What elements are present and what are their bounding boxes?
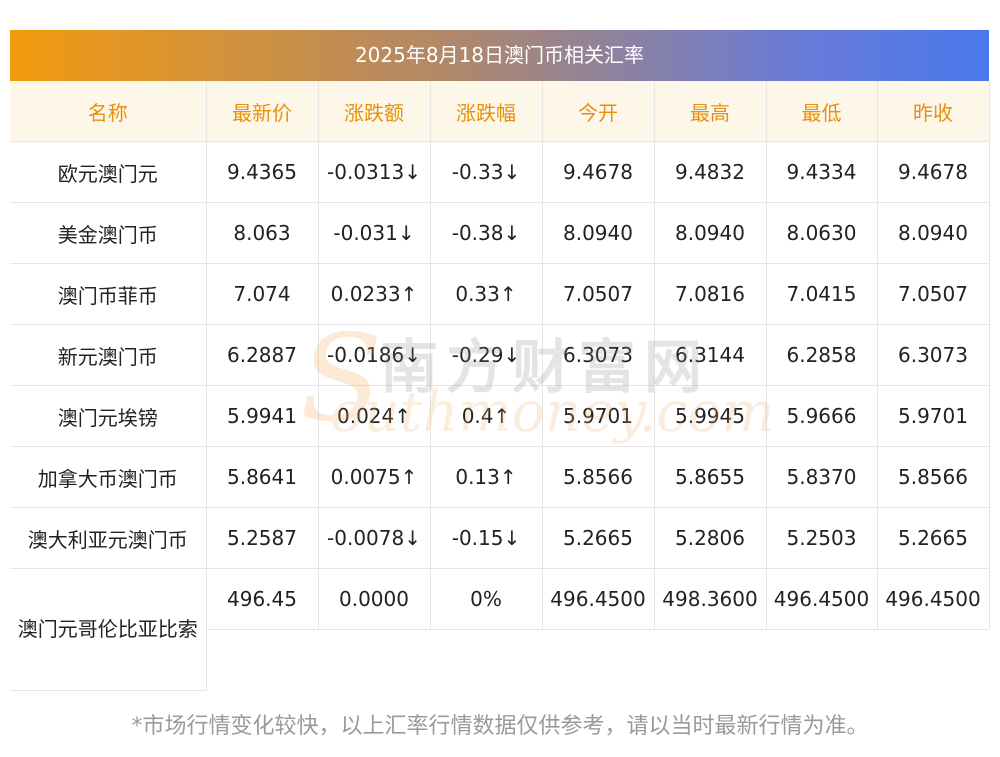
open-price: 5.9701 [542,385,655,447]
prev-close: 496.4500 [877,568,990,630]
latest-price: 5.2587 [206,507,319,569]
open-price: 5.8566 [542,446,655,508]
pair-name: 澳门元埃镑 [10,385,207,447]
high-price: 5.2806 [654,507,767,569]
change-percent: 0% [430,568,543,630]
high-price: 8.0940 [654,202,767,264]
low-price: 5.2503 [766,507,878,569]
pair-name: 欧元澳门元 [10,141,207,203]
pair-name: 澳门元哥伦比亚比索 [10,568,207,691]
table-row-overflow [10,629,989,690]
header-name: 名称 [10,81,207,142]
header-latest: 最新价 [206,81,319,142]
high-price: 5.9945 [654,385,767,447]
change-amount: -0.031↓ [318,202,431,264]
latest-price: 496.45 [206,568,319,630]
prev-close: 9.4678 [877,141,990,203]
change-amount: -0.0313↓ [318,141,431,203]
pair-name: 澳大利亚元澳门币 [10,507,207,569]
latest-price: 5.9941 [206,385,319,447]
open-price: 8.0940 [542,202,655,264]
low-price: 5.8370 [766,446,878,508]
change-amount: -0.0186↓ [318,324,431,386]
open-price: 496.4500 [542,568,655,630]
table-row: 澳大利亚元澳门币 5.2587 -0.0078↓ -0.15↓ 5.2665 5… [10,507,990,569]
change-percent: -0.29↓ [430,324,543,386]
high-price: 5.8655 [654,446,767,508]
table-row: 澳门币菲币 7.074 0.0233↑ 0.33↑ 7.0507 7.0816 … [10,263,990,325]
prev-close: 5.2665 [877,507,990,569]
header-low: 最低 [766,81,878,142]
high-price: 498.3600 [654,568,767,630]
table-title: 2025年8月18日澳门币相关汇率 [10,30,989,81]
change-percent: 0.13↑ [430,446,543,508]
open-price: 6.3073 [542,324,655,386]
low-price: 9.4334 [766,141,878,203]
disclaimer-text: *市场行情变化较快，以上汇率行情数据仅供参考，请以当时最新行情为准。 [131,714,869,739]
table-row: 加拿大币澳门币 5.8641 0.0075↑ 0.13↑ 5.8566 5.86… [10,446,990,508]
pair-name: 加拿大币澳门币 [10,446,207,508]
high-price: 7.0816 [654,263,767,325]
prev-close: 8.0940 [877,202,990,264]
change-amount: 0.0233↑ [318,263,431,325]
low-price: 7.0415 [766,263,878,325]
header-high: 最高 [654,81,767,142]
low-price: 8.0630 [766,202,878,264]
high-price: 6.3144 [654,324,767,386]
change-percent: -0.15↓ [430,507,543,569]
table-row: 新元澳门币 6.2887 -0.0186↓ -0.29↓ 6.3073 6.31… [10,324,990,386]
pair-name: 新元澳门币 [10,324,207,386]
prev-close: 6.3073 [877,324,990,386]
pair-name: 澳门币菲币 [10,263,207,325]
pair-name: 美金澳门币 [10,202,207,264]
prev-close: 5.9701 [877,385,990,447]
open-price: 5.2665 [542,507,655,569]
change-amount: 0.0000 [318,568,431,630]
table-row: 澳门元埃镑 5.9941 0.024↑ 0.4↑ 5.9701 5.9945 5… [10,385,990,447]
change-percent: -0.38↓ [430,202,543,264]
rates-table: 名称 最新价 涨跌额 涨跌幅 今开 最高 最低 昨收 欧元澳门元 9.4365 … [10,81,990,691]
rate-panel: 2025年8月18日澳门币相关汇率 名称 最新价 涨跌额 涨跌幅 今开 最高 最… [10,30,990,691]
latest-price: 6.2887 [206,324,319,386]
change-amount: -0.0078↓ [318,507,431,569]
table-row: 澳门元哥伦比亚比索 496.45 0.0000 0% 496.4500 498.… [10,568,990,691]
change-percent: 0.4↑ [430,385,543,447]
high-price: 9.4832 [654,141,767,203]
low-price: 496.4500 [766,568,878,630]
header-open: 今开 [542,81,655,142]
empty-cell [206,629,989,690]
prev-close: 5.8566 [877,446,990,508]
table-row: 欧元澳门元 9.4365 -0.0313↓ -0.33↓ 9.4678 9.48… [10,141,990,203]
change-amount: 0.024↑ [318,385,431,447]
change-percent: 0.33↑ [430,263,543,325]
latest-price: 9.4365 [206,141,319,203]
latest-price: 7.074 [206,263,319,325]
header-change: 涨跌额 [318,81,431,142]
change-amount: 0.0075↑ [318,446,431,508]
open-price: 9.4678 [542,141,655,203]
change-percent: -0.33↓ [430,141,543,203]
table-row: 美金澳门币 8.063 -0.031↓ -0.38↓ 8.0940 8.0940… [10,202,990,264]
latest-price: 5.8641 [206,446,319,508]
prev-close: 7.0507 [877,263,990,325]
latest-price: 8.063 [206,202,319,264]
header-pct: 涨跌幅 [430,81,543,142]
header-row: 名称 最新价 涨跌额 涨跌幅 今开 最高 最低 昨收 [10,81,990,142]
open-price: 7.0507 [542,263,655,325]
low-price: 6.2858 [766,324,878,386]
header-prev: 昨收 [877,81,990,142]
low-price: 5.9666 [766,385,878,447]
